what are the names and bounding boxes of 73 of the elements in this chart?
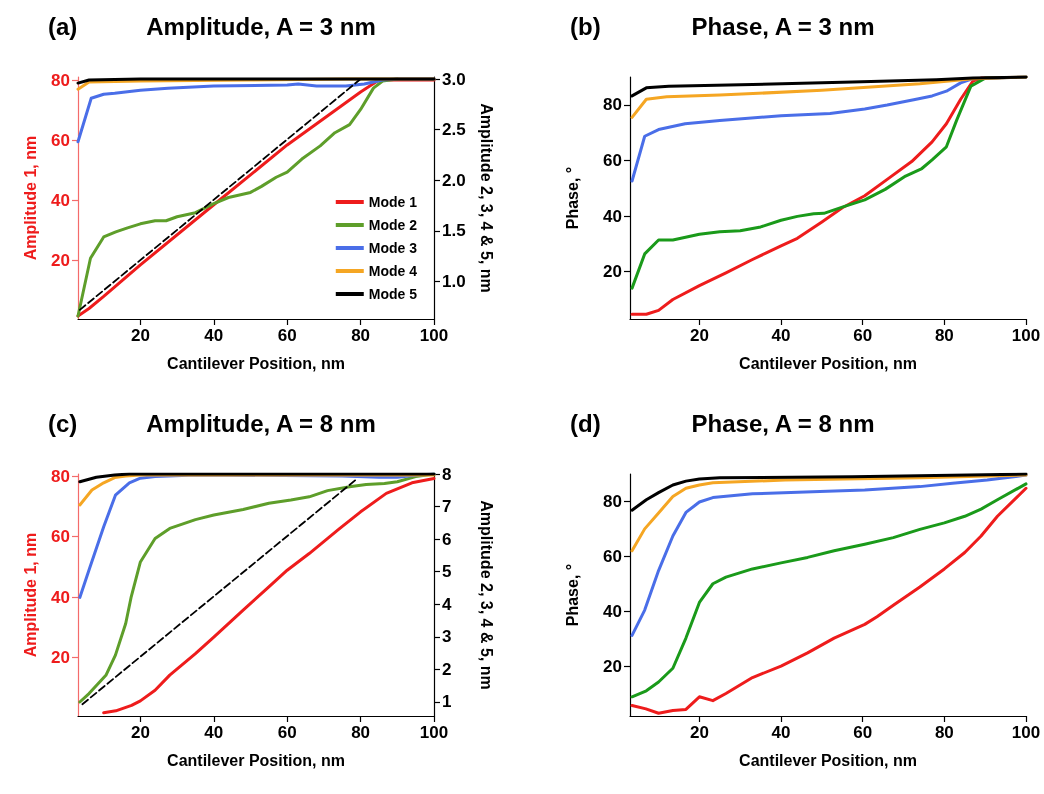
y2-tick-label: 2 (442, 659, 452, 679)
text: (c) (48, 409, 78, 437)
x-axis-title: Cantilever Position, nm (739, 751, 917, 769)
y2-tick-label: 7 (442, 497, 452, 517)
y-tick-label: 60 (603, 150, 622, 170)
y-tick-label: 20 (603, 262, 622, 282)
x-axis-title: Cantilever Position, nm (739, 354, 917, 372)
x-tick-label: 60 (277, 326, 297, 345)
y2-tick-label: 1.0 (442, 272, 466, 292)
x-tick-label: 100 (419, 723, 449, 742)
y-axis-title: Amplitude 1, nm (21, 532, 39, 658)
line-series (630, 473, 1028, 553)
legend-label: Mode 2 (368, 217, 418, 233)
y-tick-label: 20 (51, 648, 70, 668)
legend-label: Mode 5 (368, 286, 418, 302)
x-tick-label: 20 (130, 723, 150, 742)
x-tick-label: 60 (853, 723, 873, 742)
y2-tick-label: 3.0 (442, 69, 466, 89)
text: (a) (48, 12, 78, 40)
y2-tick-label: 4 (442, 594, 452, 614)
y2-tick-label: 2.5 (442, 120, 466, 140)
y-axis-title: Amplitude 1, nm (21, 135, 39, 261)
y-tick-label: 40 (51, 190, 70, 210)
y-tick-label: 40 (603, 601, 622, 621)
x-tick-label: 100 (1011, 326, 1041, 345)
x-tick-label: 60 (277, 723, 297, 742)
x-tick-label: 20 (689, 326, 709, 345)
y-tick-label: 80 (51, 70, 70, 90)
chart-title: Amplitude, A = 3 nm (146, 12, 376, 40)
x-tick-label: 80 (351, 326, 371, 345)
legend-label: Mode 1 (368, 194, 418, 210)
x-tick-label: 80 (351, 723, 371, 742)
y-tick-label: 60 (603, 546, 622, 566)
y2-tick-label: 2.0 (442, 170, 466, 190)
y2-axis-title: Amplitude 2, 3, 4 & 5, nm (477, 500, 495, 690)
y-tick-label: 60 (51, 527, 70, 547)
x-tick-label: 40 (204, 723, 224, 742)
x-axis-title: Cantilever Position, nm (167, 751, 345, 769)
y2-tick-label: 1.5 (442, 221, 466, 241)
x-tick-label: 40 (204, 326, 224, 345)
y-tick-label: 40 (603, 206, 622, 226)
y-tick-label: 80 (603, 95, 622, 115)
x-tick-label: 40 (771, 326, 791, 345)
chart-title: Phase, A = 8 nm (691, 409, 875, 437)
x-tick-label: 20 (130, 326, 150, 345)
y-tick-label: 20 (51, 250, 70, 270)
y2-axis-title: Amplitude 2, 3, 4 & 5, nm (477, 103, 495, 293)
y-tick-label: 60 (51, 130, 70, 150)
x-tick-label: 60 (853, 326, 873, 345)
chart-title: Amplitude, A = 8 nm (146, 409, 376, 437)
y2-tick-label: 3 (442, 627, 452, 647)
y-tick-label: 80 (51, 466, 70, 486)
x-tick-label: 100 (1011, 723, 1041, 742)
y-axis-title: Phase, ° (563, 166, 581, 230)
y2-tick-label: 6 (442, 529, 452, 549)
x-tick-label: 20 (689, 723, 709, 742)
text: (d) (570, 409, 601, 437)
y-tick-label: 80 (603, 491, 622, 511)
x-axis-title: Cantilever Position, nm (167, 354, 345, 372)
y2-tick-label: 8 (442, 464, 452, 484)
y2-tick-label: 5 (442, 562, 452, 582)
legend-label: Mode 4 (368, 263, 418, 279)
x-tick-label: 100 (419, 326, 449, 345)
y-tick-label: 40 (51, 587, 70, 607)
x-tick-label: 40 (771, 723, 791, 742)
y-tick-label: 20 (603, 656, 622, 676)
chart-title: Phase, A = 3 nm (691, 12, 875, 40)
legend-label: Mode 3 (368, 240, 418, 256)
x-tick-label: 80 (934, 326, 954, 345)
y-axis-title: Phase, ° (563, 563, 581, 627)
text: (b) (570, 12, 601, 40)
x-tick-label: 80 (934, 723, 954, 742)
y2-tick-label: 1 (442, 692, 452, 712)
